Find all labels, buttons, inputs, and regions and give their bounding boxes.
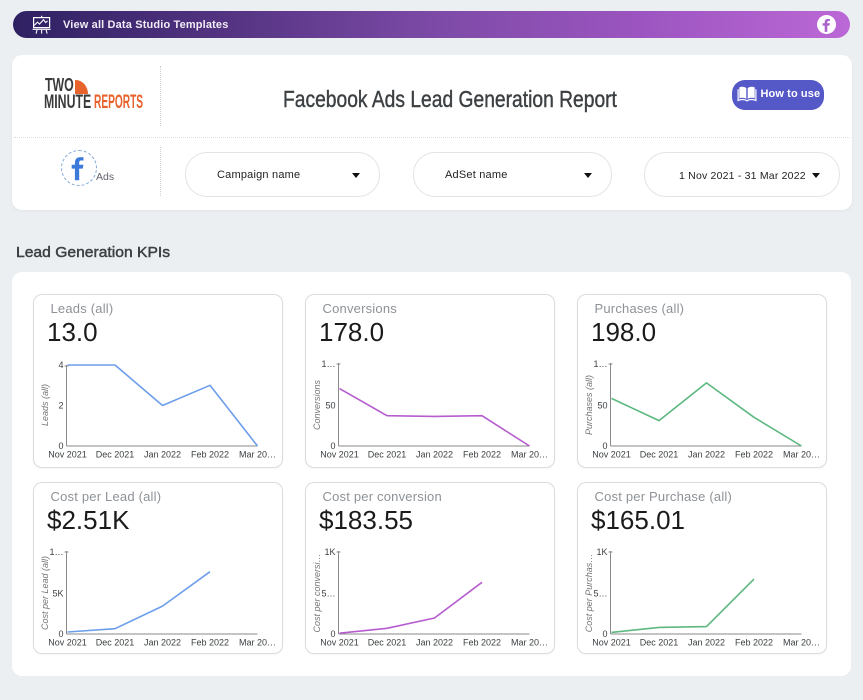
svg-text:0: 0 — [58, 441, 63, 451]
svg-text:Dec 2021: Dec 2021 — [368, 450, 407, 460]
svg-text:Nov 2021: Nov 2021 — [592, 450, 631, 460]
svg-text:Dec 2021: Dec 2021 — [96, 638, 135, 648]
svg-text:5…: 5… — [593, 589, 607, 599]
svg-text:Feb 2022: Feb 2022 — [735, 450, 773, 460]
svg-text:Dec 2021: Dec 2021 — [368, 638, 407, 648]
svg-text:Jan 2022: Jan 2022 — [688, 638, 725, 648]
svg-text:Nov 2021: Nov 2021 — [48, 450, 87, 460]
svg-text:Dec 2021: Dec 2021 — [96, 450, 135, 460]
svg-text:Feb 2022: Feb 2022 — [463, 638, 501, 648]
svg-text:5K: 5K — [52, 589, 63, 599]
svg-text:Dec 2021: Dec 2021 — [640, 638, 679, 648]
svg-text:Mar 20…: Mar 20… — [511, 450, 548, 460]
svg-text:4: 4 — [58, 360, 63, 370]
svg-text:50: 50 — [597, 401, 607, 411]
svg-text:1K: 1K — [324, 547, 335, 557]
svg-text:Mar 20…: Mar 20… — [783, 638, 820, 648]
svg-text:0: 0 — [602, 441, 607, 451]
svg-text:5…: 5… — [321, 589, 335, 599]
svg-text:Mar 20…: Mar 20… — [239, 450, 276, 460]
svg-text:Mar 20…: Mar 20… — [511, 638, 548, 648]
svg-text:Feb 2022: Feb 2022 — [191, 638, 229, 648]
svg-text:0: 0 — [330, 441, 335, 451]
svg-text:Jan 2022: Jan 2022 — [688, 450, 725, 460]
svg-text:Nov 2021: Nov 2021 — [48, 638, 87, 648]
svg-text:1…: 1… — [321, 359, 335, 369]
svg-text:1K: 1K — [596, 547, 607, 557]
svg-text:Nov 2021: Nov 2021 — [320, 638, 359, 648]
svg-text:Jan 2022: Jan 2022 — [416, 450, 453, 460]
svg-text:2: 2 — [58, 401, 63, 411]
svg-text:Jan 2022: Jan 2022 — [144, 450, 181, 460]
svg-text:Purchases (all): Purchases (all) — [584, 375, 594, 435]
svg-text:0: 0 — [602, 629, 607, 639]
svg-text:1…: 1… — [49, 547, 63, 557]
svg-text:Cost per Purchas…: Cost per Purchas… — [584, 554, 594, 633]
svg-text:Dec 2021: Dec 2021 — [640, 450, 679, 460]
svg-text:0: 0 — [58, 629, 63, 639]
svg-text:1…: 1… — [593, 359, 607, 369]
svg-text:Feb 2022: Feb 2022 — [191, 450, 229, 460]
svg-text:Mar 20…: Mar 20… — [239, 638, 276, 648]
svg-text:Jan 2022: Jan 2022 — [144, 638, 181, 648]
svg-text:Mar 20…: Mar 20… — [783, 450, 820, 460]
svg-text:Nov 2021: Nov 2021 — [592, 638, 631, 648]
svg-text:50: 50 — [325, 401, 335, 411]
svg-text:Conversions: Conversions — [312, 379, 322, 430]
svg-text:0: 0 — [330, 629, 335, 639]
svg-text:Cost per conversi…: Cost per conversi… — [312, 553, 322, 632]
svg-text:Feb 2022: Feb 2022 — [463, 450, 501, 460]
svg-text:Nov 2021: Nov 2021 — [320, 450, 359, 460]
svg-text:Jan 2022: Jan 2022 — [416, 638, 453, 648]
svg-text:Feb 2022: Feb 2022 — [735, 638, 773, 648]
svg-text:Cost per Lead (all): Cost per Lead (all) — [40, 556, 50, 630]
svg-text:Leads (all): Leads (all) — [40, 384, 50, 426]
